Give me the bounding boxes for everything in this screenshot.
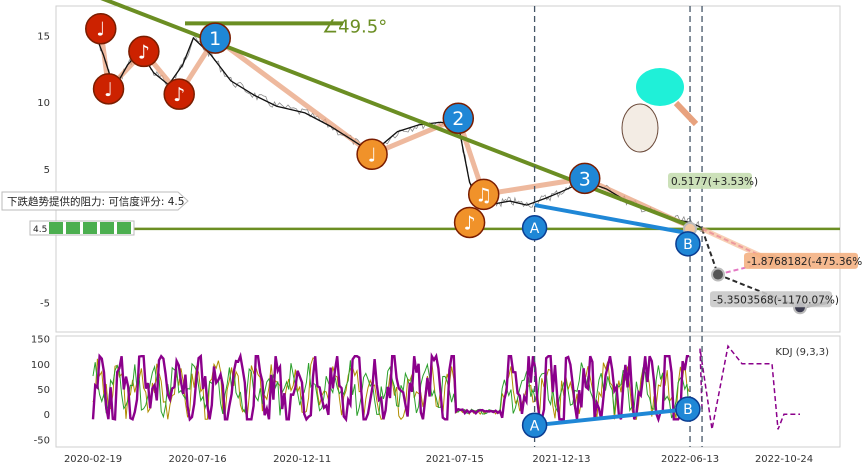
- marker-circle: [199, 22, 231, 54]
- paddle-icon: [636, 68, 684, 106]
- ab-line-kdj: [534, 407, 689, 428]
- projection-label: -1.8768182(-475.36%): [747, 256, 863, 268]
- y-tick-label-price: 15: [37, 31, 50, 42]
- x-tick-label: 2021-12-13: [532, 454, 590, 465]
- text-layer: 2020-02-19 2020-07-16 2020-12-11 2021-07-15…: [1, 17, 863, 465]
- paddle-handle-icon: [673, 100, 699, 127]
- y-tick-label-kdj: -50: [34, 435, 50, 446]
- projection-label: 0.5177(+3.53%): [671, 176, 758, 188]
- y-tick-label-price: -5: [40, 299, 50, 310]
- marker-label: A: [530, 418, 540, 434]
- mascot-icon: [621, 103, 659, 153]
- marker-circle: [521, 412, 548, 439]
- marker-label: ♩: [104, 79, 113, 101]
- marker-label: B: [683, 237, 693, 253]
- projection-node: [711, 267, 725, 282]
- x-tick-label: 2020-12-11: [273, 454, 331, 465]
- marker-circle: [569, 162, 601, 195]
- y-tick-label-price: 10: [37, 98, 50, 109]
- marker-circle: [521, 215, 548, 241]
- trend-angle-label: ∠49.5°: [322, 17, 387, 38]
- marker-circle: [675, 396, 701, 422]
- marker-label: A: [530, 221, 540, 237]
- projection-label-box: [668, 172, 752, 189]
- marker-label: ♩: [96, 19, 105, 41]
- rating-badge: 4.5: [33, 225, 47, 235]
- ab-line-price: [534, 203, 689, 236]
- marker-circle: [356, 138, 388, 171]
- marker-label: ♪: [464, 212, 476, 234]
- marker-label: B: [683, 402, 693, 418]
- y-tick-label-kdj: 150: [31, 335, 50, 346]
- marker-circle: [675, 231, 701, 257]
- projection-label: -5.3503568(-1170.07%): [713, 294, 839, 306]
- rating-star-box: [83, 222, 97, 234]
- x-tick-label: 2020-07-16: [169, 454, 227, 465]
- marker-label: 2: [452, 108, 464, 130]
- marker-circle: [442, 102, 475, 134]
- rating-star-box: [100, 222, 114, 234]
- marker-label: ♪: [138, 41, 150, 63]
- marker-circle: [92, 73, 125, 105]
- markers-layer: ♩ ♩ ♪ ♪ 1 ♩ 2 ♫ ♪ A 3 B A B: [85, 12, 701, 439]
- marker-label: ♩: [368, 144, 377, 166]
- marker-label: 1: [209, 28, 221, 50]
- y-tick-label-kdj: 0: [44, 410, 50, 421]
- rating-star-box: [66, 222, 80, 234]
- y-tick-label-kdj: 50: [37, 385, 50, 396]
- marker-circle: [128, 35, 160, 68]
- y-tick-label-kdj: 100: [31, 360, 50, 371]
- marker-circle: [453, 206, 486, 239]
- price-panel-frame: [55, 5, 841, 333]
- projection-label-box: [744, 252, 858, 269]
- resistance-note: 下跌趋势提供的阻力: 可信度评分: 4.5: [7, 195, 184, 208]
- y-tick-label-price: 5: [44, 165, 50, 176]
- marker-label: 3: [579, 168, 591, 190]
- x-tick-label: 2022-06-13: [661, 454, 719, 465]
- x-tick-label: 2022-10-24: [755, 454, 813, 465]
- rating-star-box: [49, 222, 63, 234]
- marker-circle: [163, 78, 195, 110]
- marker-circle: [467, 178, 500, 211]
- projection-label-box: [710, 291, 832, 308]
- x-tick-label: 2020-02-19: [64, 454, 122, 465]
- marker-label: ♪: [173, 84, 185, 106]
- resistance-callout: [1, 191, 189, 211]
- x-tick-label: 2021-07-15: [426, 454, 484, 465]
- kdj-j-line: [91, 351, 690, 424]
- kdj-title: KDJ (9,3,3): [775, 347, 829, 358]
- kdj-projection: [699, 344, 800, 430]
- rating-star-box: [117, 222, 131, 234]
- marker-label: ♫: [475, 184, 492, 206]
- marker-circle: [85, 12, 117, 45]
